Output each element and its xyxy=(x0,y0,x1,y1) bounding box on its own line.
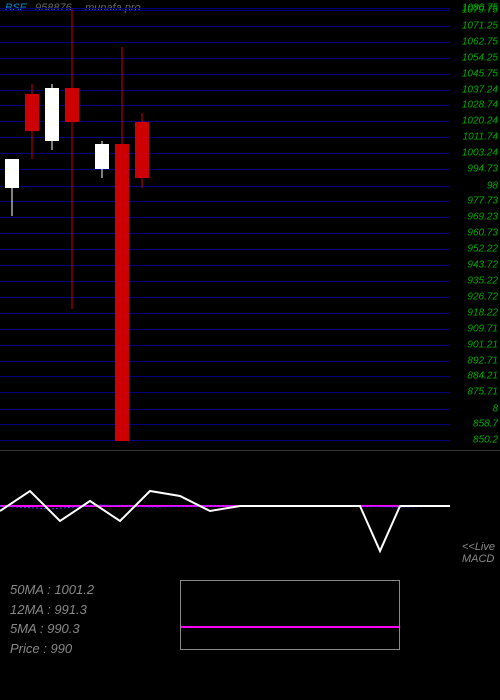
candle-body xyxy=(45,88,59,141)
y-axis-label: 969.23 xyxy=(467,212,498,223)
grid-line xyxy=(0,137,450,138)
y-axis-label: 1037.24 xyxy=(462,84,498,95)
macd-label: <<Live MACD xyxy=(462,541,495,565)
y-axis-label: 926.72 xyxy=(467,291,498,302)
grid-line xyxy=(0,169,450,170)
grid-line xyxy=(0,392,450,393)
y-axis-label: 994.73 xyxy=(467,164,498,175)
live-indicator-box xyxy=(180,580,400,650)
y-axis-label: 1028.74 xyxy=(462,100,498,111)
grid-line xyxy=(0,313,450,314)
grid-line xyxy=(0,58,450,59)
y-axis-label: 901.21 xyxy=(467,339,498,350)
y-axis-label: 1071.25 xyxy=(462,20,498,31)
grid-line xyxy=(0,440,450,441)
macd-svg xyxy=(0,451,450,571)
grid-line xyxy=(0,74,450,75)
candle-body xyxy=(95,144,109,168)
y-axis-label: 1003.24 xyxy=(462,148,498,159)
grid-line xyxy=(0,409,450,410)
y-axis-label: 1062.75 xyxy=(462,36,498,47)
candle-body xyxy=(65,88,79,122)
info-panel: 50MA : 1001.212MA : 991.35MA : 990.3Pric… xyxy=(0,570,500,700)
grid-line xyxy=(0,329,450,330)
y-axis-label: 1045.75 xyxy=(462,68,498,79)
grid-line xyxy=(0,217,450,218)
y-axis-label: 943.72 xyxy=(467,259,498,270)
y-axis-label: 884.21 xyxy=(467,371,498,382)
grid-line xyxy=(0,265,450,266)
y-axis-label: 1011.74 xyxy=(463,132,498,143)
grid-line xyxy=(0,8,450,9)
grid-line xyxy=(0,361,450,362)
grid-line xyxy=(0,153,450,154)
candle-body xyxy=(135,122,149,178)
y-axis-label: 1079.75 xyxy=(462,4,498,15)
y-axis-label: 935.22 xyxy=(467,275,498,286)
y-axis-label: 858.7 xyxy=(473,419,498,430)
grid-line xyxy=(0,345,450,346)
y-axis-label: 977.73 xyxy=(467,196,498,207)
y-axis-label: 892.71 xyxy=(467,355,498,366)
grid-line xyxy=(0,376,450,377)
y-axis-label: 98 xyxy=(487,180,498,191)
y-axis-label: 918.22 xyxy=(467,307,498,318)
grid-line xyxy=(0,424,450,425)
y-axis-label: 952.22 xyxy=(467,243,498,254)
grid-line xyxy=(0,281,450,282)
grid-line xyxy=(0,297,450,298)
candle-body xyxy=(5,159,19,187)
grid-line xyxy=(0,186,450,187)
y-axis-label: 875.71 xyxy=(467,387,498,398)
grid-line xyxy=(0,26,450,27)
grid-line xyxy=(0,10,450,11)
candle-body xyxy=(115,144,129,440)
y-axis-label: 1020.24 xyxy=(462,116,498,127)
y-axis-label: 909.71 xyxy=(467,323,498,334)
y-axis-label: 850.2 xyxy=(473,435,498,446)
candlestick-chart[interactable]: BSE 958876 munafa.pro 1080.751079.751071… xyxy=(0,0,500,450)
candle-body xyxy=(25,94,39,132)
y-axis-label: 8 xyxy=(492,403,498,414)
grid-line xyxy=(0,233,450,234)
grid-line xyxy=(0,249,450,250)
grid-line xyxy=(0,201,450,202)
grid-line xyxy=(0,42,450,43)
macd-indicator-panel[interactable]: <<Live MACD xyxy=(0,450,500,570)
y-axis-label: 960.73 xyxy=(467,228,498,239)
y-axis-label: 1054.25 xyxy=(462,52,498,63)
candle-wick xyxy=(72,9,73,309)
